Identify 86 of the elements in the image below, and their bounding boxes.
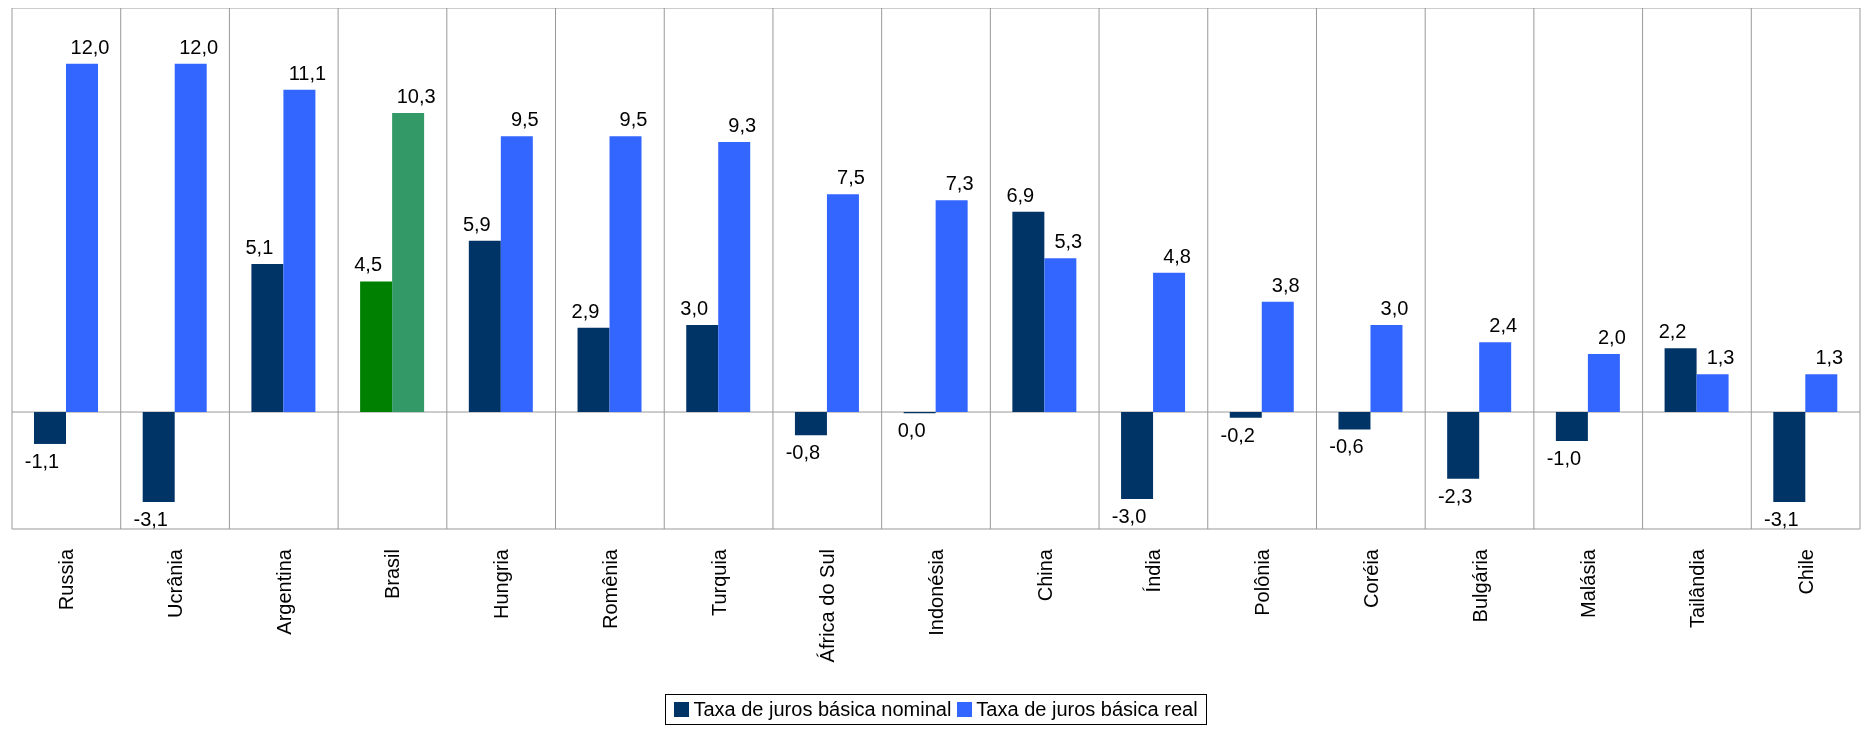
- x-tick-label: Coréia: [1359, 548, 1382, 608]
- bar: [360, 281, 393, 413]
- bar: [251, 264, 284, 413]
- x-tick-label: Bulgária: [1468, 548, 1491, 623]
- bar: [1261, 301, 1294, 413]
- data-label: 3,0: [680, 296, 709, 319]
- bar: [1012, 211, 1045, 413]
- data-label: 1,3: [1706, 346, 1735, 369]
- bar: [66, 63, 98, 413]
- x-tick-label: Romênia: [598, 548, 621, 630]
- data-label: 3,8: [1271, 273, 1300, 296]
- data-label: 3,0: [1380, 296, 1409, 319]
- x-tick-label: Brasil: [381, 549, 404, 600]
- data-label: 9,5: [510, 108, 539, 131]
- x-tick-label: África do Sul: [816, 549, 839, 663]
- bar: [826, 194, 859, 413]
- bar: [1773, 412, 1806, 503]
- bar: [1664, 348, 1697, 413]
- bar: [1370, 324, 1403, 413]
- data-label: 5,1: [245, 236, 274, 258]
- data-label: 4,8: [1163, 244, 1191, 267]
- x-tick-label: Malásia: [1577, 548, 1600, 618]
- bar: [468, 240, 501, 413]
- data-label: -3,1: [133, 508, 168, 531]
- bar: [794, 412, 827, 436]
- data-label: 7,5: [837, 166, 865, 189]
- data-label: 7,3: [945, 172, 974, 195]
- bar: [1479, 342, 1512, 413]
- bar: [1447, 412, 1480, 479]
- data-label: 6,9: [1006, 183, 1035, 206]
- bar: [609, 136, 642, 413]
- x-tick-label: Chile: [1794, 549, 1817, 595]
- data-label: -0,8: [785, 441, 821, 464]
- data-label: -0,6: [1329, 435, 1364, 458]
- data-label: 9,3: [728, 114, 757, 137]
- bar: [1587, 353, 1620, 413]
- bar: [1121, 412, 1154, 500]
- x-tick-label: Hungria: [490, 548, 513, 620]
- x-tick-label: Tailândia: [1685, 548, 1708, 628]
- bar: [1696, 374, 1729, 413]
- x-tick-label: Turquia: [707, 548, 730, 617]
- data-label: -3,0: [1111, 505, 1147, 528]
- bar: [142, 412, 175, 503]
- x-tick-label: Polônia: [1251, 548, 1274, 616]
- bar: [686, 324, 719, 413]
- bar: [1229, 412, 1262, 418]
- x-tick-label: Índia: [1142, 548, 1165, 593]
- x-tick-label: China: [1033, 548, 1056, 602]
- bar: [935, 200, 968, 413]
- legend-label: Taxa de juros básica nominal: [692, 698, 952, 721]
- data-label: 12,0: [70, 35, 110, 58]
- bar: [392, 113, 425, 413]
- bar: [577, 327, 610, 413]
- data-label: 2,4: [1489, 314, 1518, 337]
- data-label: 4,5: [354, 253, 383, 276]
- data-label: 5,3: [1054, 230, 1083, 253]
- x-tick-label: Ucrânia: [164, 548, 187, 618]
- bar: [174, 63, 207, 413]
- data-label: -1,0: [1546, 447, 1582, 470]
- bar: [1338, 412, 1371, 430]
- x-tick-label: Russia: [55, 548, 78, 611]
- x-tick-label: Indonésia: [925, 548, 947, 636]
- data-label: 5,9: [462, 212, 491, 235]
- data-label: 1,3: [1815, 346, 1844, 369]
- data-label: 9,5: [619, 108, 648, 131]
- data-label: -1,1: [24, 449, 60, 472]
- x-tick-label: Argentina: [272, 548, 295, 635]
- data-label: -0,2: [1220, 423, 1255, 446]
- data-label: 2,9: [571, 299, 600, 322]
- legend-label: Taxa de juros básica real: [975, 698, 1198, 721]
- data-label: 10,3: [396, 85, 436, 108]
- bar: [34, 412, 66, 444]
- bar: [718, 142, 751, 413]
- bar: [1153, 272, 1186, 413]
- data-label: 2,0: [1597, 325, 1626, 348]
- bar: [1044, 258, 1077, 413]
- bar: [500, 136, 533, 413]
- bar: [1555, 412, 1588, 442]
- bar: [283, 89, 316, 413]
- data-label: 12,0: [179, 35, 219, 58]
- data-label: 11,1: [288, 61, 327, 84]
- data-label: 2,2: [1658, 320, 1687, 343]
- data-label: 0,0: [897, 419, 926, 442]
- bar: [1805, 374, 1838, 413]
- data-label: -3,1: [1764, 508, 1799, 531]
- data-label: -2,3: [1437, 484, 1473, 507]
